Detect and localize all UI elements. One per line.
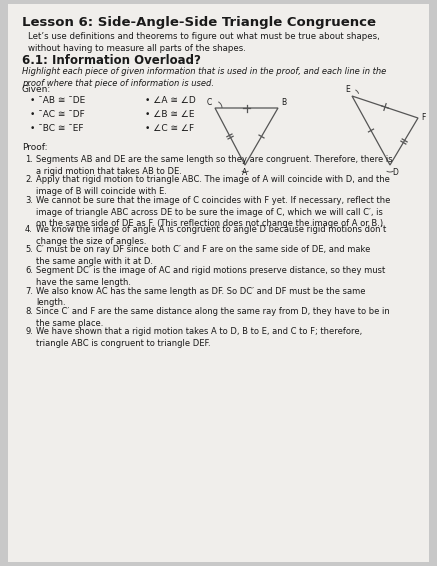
- Text: We know the image of angle A is congruent to angle D because rigid motions don’t: We know the image of angle A is congruen…: [36, 225, 386, 246]
- Text: 8.: 8.: [25, 307, 33, 316]
- Text: • ¯AC ≅ ¯DF: • ¯AC ≅ ¯DF: [30, 110, 85, 119]
- Text: Since C′ and F are the same distance along the same ray from D, they have to be : Since C′ and F are the same distance alo…: [36, 307, 390, 328]
- Text: • ¯BC ≅ ¯EF: • ¯BC ≅ ¯EF: [30, 124, 83, 133]
- Text: 2.: 2.: [25, 175, 33, 185]
- Text: • ∠B ≅ ∠E: • ∠B ≅ ∠E: [145, 110, 194, 119]
- Text: E: E: [345, 85, 350, 94]
- Text: Apply that rigid motion to triangle ABC. The image of A will coincide with D, an: Apply that rigid motion to triangle ABC.…: [36, 175, 390, 196]
- Text: 5.: 5.: [25, 246, 33, 255]
- Text: C: C: [207, 98, 212, 107]
- Text: A: A: [243, 168, 248, 177]
- Text: D: D: [392, 168, 398, 177]
- Text: 1.: 1.: [25, 155, 33, 164]
- Text: Segment DC′ is the image of AC and rigid motions preserve distance, so they must: Segment DC′ is the image of AC and rigid…: [36, 266, 385, 286]
- Text: Let’s use definitions and theorems to figure out what must be true about shapes,: Let’s use definitions and theorems to fi…: [28, 32, 380, 53]
- Text: 6.: 6.: [25, 266, 33, 275]
- Text: • ¯AB ≅ ¯DE: • ¯AB ≅ ¯DE: [30, 96, 85, 105]
- Text: Segments AB and DE are the same length so they are congruent. Therefore, there i: Segments AB and DE are the same length s…: [36, 155, 392, 175]
- Text: We have shown that a rigid motion takes A to D, B to E, and C to F; therefore,
t: We have shown that a rigid motion takes …: [36, 328, 362, 348]
- Text: Given:: Given:: [22, 85, 51, 94]
- Text: • ∠C ≅ ∠F: • ∠C ≅ ∠F: [145, 124, 194, 133]
- Text: We cannot be sure that the image of C coincides with F yet. If necessary, reflec: We cannot be sure that the image of C co…: [36, 196, 390, 228]
- Text: F: F: [421, 114, 425, 122]
- Text: Highlight each piece of given information that is used in the proof, and each li: Highlight each piece of given informatio…: [22, 67, 386, 88]
- FancyBboxPatch shape: [8, 4, 429, 562]
- Text: We also know AC has the same length as DF. So DC′ and DF must be the same
length: We also know AC has the same length as D…: [36, 286, 365, 307]
- Text: 9.: 9.: [25, 328, 33, 337]
- Text: B: B: [281, 98, 286, 107]
- Text: C′ must be on ray DF since both C′ and F are on the same side of DE, and make
th: C′ must be on ray DF since both C′ and F…: [36, 246, 371, 266]
- Text: 7.: 7.: [25, 286, 33, 295]
- Text: Lesson 6: Side-Angle-Side Triangle Congruence: Lesson 6: Side-Angle-Side Triangle Congr…: [22, 16, 376, 29]
- Text: 6.1: Information Overload?: 6.1: Information Overload?: [22, 54, 201, 67]
- Text: 3.: 3.: [25, 196, 33, 205]
- Text: 4.: 4.: [25, 225, 33, 234]
- Text: • ∠A ≅ ∠D: • ∠A ≅ ∠D: [145, 96, 196, 105]
- Text: Proof:: Proof:: [22, 143, 48, 152]
